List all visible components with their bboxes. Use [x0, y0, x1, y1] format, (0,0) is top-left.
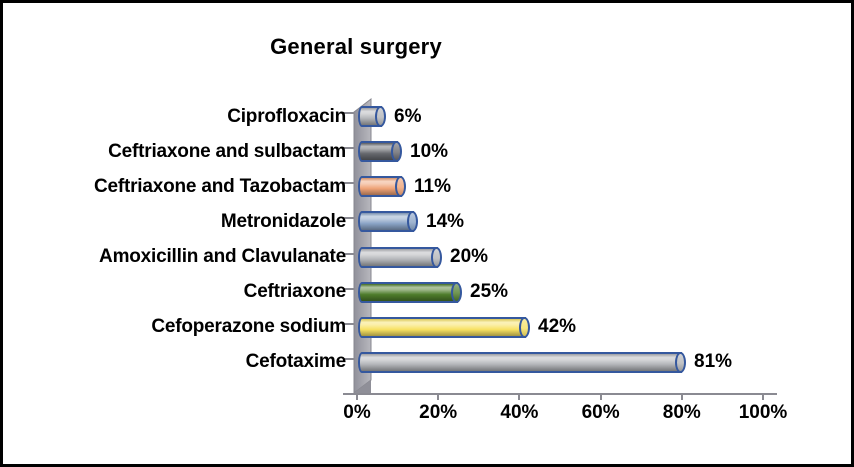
category-tick [343, 147, 354, 150]
bar-cylinder [358, 281, 462, 303]
chart-row: Cefoperazone sodium 42% [3, 310, 851, 345]
value-axis-tick [680, 393, 683, 400]
category-tick [343, 112, 354, 114]
bar-end-cap [395, 176, 406, 198]
value-label: 11% [414, 175, 451, 197]
bar-cylinder [358, 351, 686, 373]
x-axis-tick-label: 80% [662, 402, 701, 423]
value-label: 81% [694, 351, 733, 373]
bar-end-cap [675, 351, 686, 373]
category-tick [343, 357, 354, 360]
bar-track: 25% [358, 281, 851, 303]
bar-track: 6% [358, 105, 851, 128]
bar-end-cap [431, 246, 442, 268]
value-label: 20% [450, 246, 489, 268]
category-label: Metronidazole [220, 210, 346, 232]
category-tick [343, 322, 354, 325]
x-axis-line [344, 393, 777, 395]
category-tick [343, 252, 354, 255]
category-label: Ceftriaxone and Tazobactam [93, 175, 346, 197]
bar-track: 42% [358, 316, 851, 338]
bar-track: 14% [358, 210, 851, 233]
value-label: 25% [470, 281, 509, 303]
x-axis-tick-label: 100% [738, 402, 788, 423]
bar-cylinder [358, 141, 402, 163]
chart-row: Ceftriaxone 25% [3, 275, 851, 310]
category-tick [343, 287, 354, 290]
x-axis-tick-label: 0% [343, 402, 371, 423]
bar-rows: Ciprofloxacin 6% Ceftriaxone and sulbactam… [3, 99, 851, 380]
category-label: Cefotaxime [245, 351, 347, 373]
value-axis-tick [599, 393, 602, 400]
bar-cylinder [358, 316, 530, 338]
category-tick [343, 217, 354, 220]
category-label: Cefoperazone sodium [151, 316, 346, 338]
bar-cylinder [358, 176, 406, 198]
bar-track: 10% [358, 140, 851, 163]
chart-row: Ceftriaxone and Tazobactam 11% [3, 169, 851, 204]
x-axis-tick-label: 60% [581, 402, 620, 423]
category-label: Amoxicillin and Clavulanate [99, 246, 346, 268]
value-axis-tick [437, 393, 440, 400]
category-label: Ciprofloxacin [227, 105, 346, 127]
chart-title: General surgery [270, 34, 442, 59]
bar-track: 20% [358, 246, 851, 268]
bar-cylinder [358, 106, 386, 128]
category-tick [343, 182, 354, 185]
chart-row: Ceftriaxone and sulbactam 10% [3, 134, 851, 169]
bar-end-cap [519, 316, 530, 338]
bar-cylinder [358, 211, 418, 233]
chart-row: Cefotaxime 81% [3, 345, 851, 380]
value-label: 6% [394, 105, 422, 127]
bar-end-cap [407, 211, 418, 233]
value-axis-tick [356, 393, 358, 400]
value-label: 14% [426, 210, 465, 232]
value-label: 42% [538, 316, 577, 338]
wall-foot [354, 380, 371, 393]
value-axis-tick [518, 393, 521, 400]
bar-end-cap [391, 141, 402, 163]
x-axis-tick-label: 40% [500, 402, 539, 423]
bar-end-cap [375, 106, 386, 128]
chart-row: Ciprofloxacin 6% [3, 99, 851, 134]
chart-row: Metronidazole 14% [3, 204, 851, 239]
category-label: Ceftriaxone and sulbactam [108, 140, 346, 162]
value-axis-tick [762, 393, 764, 400]
value-label: 10% [410, 140, 449, 162]
x-axis-tick-label: 20% [419, 402, 458, 423]
bar-track: 11% [358, 175, 851, 198]
category-label: Ceftriaxone [243, 281, 347, 303]
bar-track: 81% [358, 351, 851, 373]
chart-row: Amoxicillin and Clavulanate 20% [3, 240, 851, 275]
bar-end-cap [451, 281, 462, 303]
bar-cylinder [358, 246, 442, 268]
